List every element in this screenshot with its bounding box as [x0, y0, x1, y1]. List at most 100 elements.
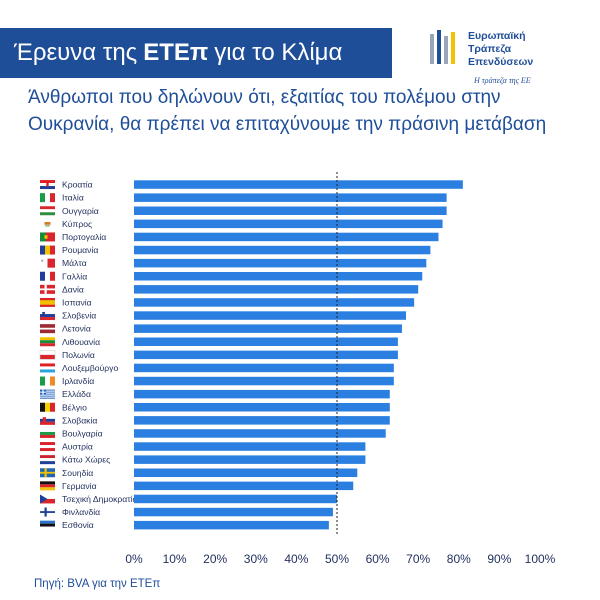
- bar: [134, 206, 447, 215]
- logo-tagline: Η τράπεζα της ΕΕ: [474, 76, 531, 85]
- flag-slovenia-icon: [40, 311, 55, 321]
- flag-luxembourg-icon: [40, 363, 55, 373]
- flag-greece-icon: [40, 389, 55, 399]
- category-label: Βουλγαρία: [62, 428, 103, 438]
- flag-stripe: [40, 511, 55, 513]
- flag-stripe: [44, 222, 51, 225]
- flag-bulgaria-icon: [40, 428, 55, 438]
- category-label: Σλοβενία: [62, 311, 96, 321]
- category-label: Ιταλία: [62, 193, 84, 203]
- flag-stripe: [40, 212, 55, 216]
- flag-stripe: [40, 402, 45, 412]
- category-label: Τσεχική Δημοκρατία: [62, 494, 138, 504]
- flag-stripe: [45, 225, 50, 227]
- flag-stripe: [42, 417, 46, 423]
- flag-stripe: [40, 271, 45, 281]
- bar: [134, 298, 415, 307]
- flag-stripe: [40, 431, 55, 435]
- flag-stripe: [40, 415, 55, 419]
- flag-stripe: [45, 193, 50, 203]
- logo-line-2: Τράπεζα: [468, 43, 512, 55]
- flag-stripe: [40, 494, 55, 499]
- flag-stripe: [42, 311, 45, 316]
- category-label: Σλοβακία: [62, 415, 97, 425]
- flag-stripe: [40, 366, 55, 370]
- category-label: Δανία: [62, 284, 84, 294]
- flag-stripe: [45, 271, 50, 281]
- category-label: Κάτω Χώρες: [62, 455, 110, 465]
- bar: [134, 337, 398, 346]
- flag-stripe: [40, 471, 55, 474]
- x-tick-label: 70%: [406, 552, 430, 566]
- bar: [134, 494, 337, 504]
- x-tick-label: 40%: [284, 552, 308, 566]
- x-tick-label: 20%: [203, 552, 227, 566]
- category-label: Αυστρία: [62, 442, 93, 452]
- x-tick-label: 50%: [325, 552, 349, 566]
- title-banner: Έρευνα της ΕΤΕπ για το Κλίμα: [0, 28, 392, 78]
- category-label: Κροατία: [62, 180, 93, 190]
- flag-stripe: [40, 392, 55, 394]
- flag-romania-icon: [40, 245, 55, 255]
- flag-croatia-icon: [40, 180, 55, 190]
- x-tick-label: 80%: [447, 552, 471, 566]
- flag-stripe: [40, 300, 55, 305]
- category-label: Σουηδία: [62, 468, 93, 478]
- category-label: Φινλανδία: [62, 507, 100, 517]
- category-label: Πορτογαλία: [62, 232, 106, 242]
- flag-czechia-icon: [40, 494, 55, 504]
- flag-malta-icon: [40, 258, 55, 268]
- category-label: Βέλγιο: [62, 402, 87, 412]
- category-label: Ρουμανία: [62, 245, 98, 255]
- flag-border: [39, 350, 56, 360]
- category-label: Ισπανία: [62, 297, 92, 307]
- flag-cyprus-icon: [40, 219, 55, 229]
- flag-stripe: [40, 206, 55, 210]
- flag-stripe: [44, 507, 47, 517]
- flag-stripe: [50, 245, 55, 255]
- flag-stripe: [40, 520, 55, 524]
- flag-stripe: [40, 434, 55, 438]
- flag-stripe: [40, 418, 55, 422]
- flag-stripe: [40, 327, 55, 330]
- flag-italy-icon: [40, 193, 55, 203]
- flag-stripe: [40, 232, 46, 242]
- flag-stripe: [40, 487, 55, 491]
- flag-stripe: [45, 402, 50, 412]
- flag-stripe: [40, 209, 55, 213]
- flag-stripe: [40, 394, 55, 396]
- flag-slovakia-icon: [40, 415, 55, 425]
- flag-stripe: [46, 232, 55, 242]
- flag-stripe: [47, 258, 55, 268]
- flag-stripe: [40, 317, 55, 321]
- bar: [134, 429, 386, 438]
- flag-stripe: [50, 402, 55, 412]
- category-label: Πολωνία: [62, 350, 95, 360]
- bar: [134, 389, 390, 399]
- eib-logo: Ευρωπαϊκή Τράπεζα Επενδύσεων Η τράπεζα τ…: [430, 22, 580, 92]
- x-tick-label: 60%: [366, 552, 390, 566]
- flag-stripe: [50, 376, 55, 386]
- flag-austria-icon: [40, 442, 55, 452]
- flag-stripe: [40, 428, 55, 432]
- category-label: Λουξεμβούργο: [62, 363, 118, 373]
- flag-stripe: [40, 354, 55, 360]
- bar: [134, 442, 366, 451]
- bar: [134, 232, 439, 242]
- flag-stripe: [40, 376, 45, 386]
- title-bold: ΕΤΕπ: [143, 39, 209, 66]
- flag-stripe: [41, 259, 44, 262]
- bar: [134, 416, 390, 425]
- category-label: Ιρλανδία: [62, 376, 94, 386]
- flag-belgium-icon: [40, 402, 55, 412]
- category-label: Γερμανία: [62, 481, 97, 491]
- flag-stripe: [46, 182, 49, 187]
- category-label: Γαλλία: [62, 271, 87, 281]
- flag-stripe: [40, 498, 55, 504]
- flag-stripe: [40, 461, 55, 465]
- flag-netherlands-icon: [40, 455, 55, 465]
- flag-stripe: [40, 396, 55, 398]
- flag-stripe: [40, 484, 55, 488]
- bar: [134, 311, 407, 320]
- x-tick-label: 100%: [525, 552, 556, 566]
